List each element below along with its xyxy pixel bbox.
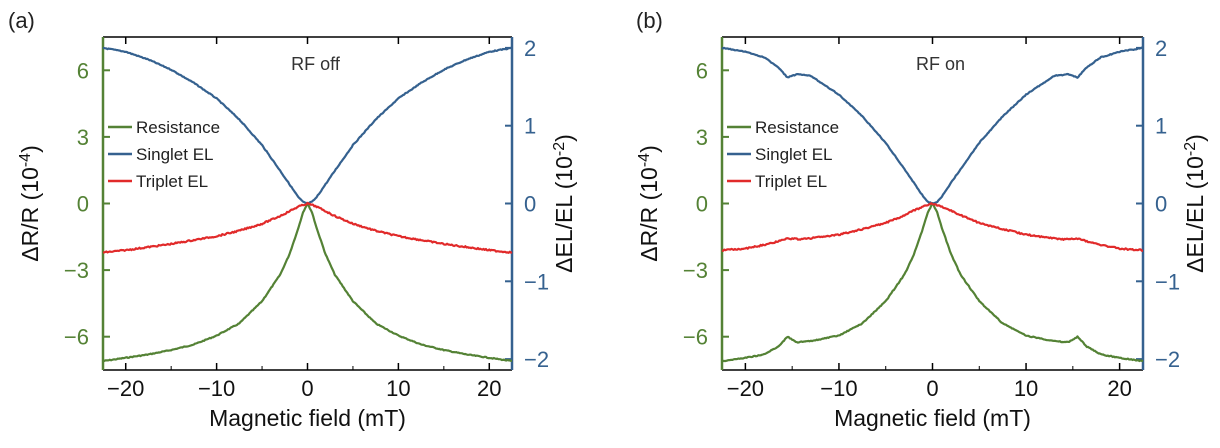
axis-title-superscript: -4	[636, 153, 653, 167]
y-left-tick-label: 0	[77, 192, 89, 217]
x-axis-title: Magnetic field (mT)	[834, 405, 1031, 431]
y-left-tick-label: 6	[696, 58, 708, 83]
y-right-axis-title: ΔEL/EL (10-2)	[551, 134, 578, 273]
rf-annotation: RF off	[291, 54, 341, 74]
axis-title-part: )	[636, 145, 662, 153]
y-right-tick-label: 1	[1155, 114, 1167, 139]
x-tick-label: −20	[727, 376, 764, 401]
panel-label: (a)	[8, 8, 35, 33]
y-left-tick-label: 0	[696, 192, 708, 217]
axis-title-part: ΔR/R (10	[17, 167, 43, 262]
x-tick-label: 0	[301, 376, 313, 401]
y-right-tick-label: 0	[524, 192, 536, 217]
axis-title-part: ΔEL/EL (10	[1182, 156, 1208, 273]
x-tick-label: 0	[926, 376, 938, 401]
rf-annotation: RF on	[916, 54, 965, 74]
y-right-tick-label: 1	[524, 114, 536, 139]
axis-title-part: )	[1182, 134, 1208, 142]
axis-title-part: )	[17, 145, 43, 153]
legend-label: Resistance	[755, 118, 839, 137]
legend-label: Triplet EL	[136, 172, 208, 191]
axis-title-part: ΔEL/EL (10	[551, 156, 577, 273]
y-right-tick-label: −1	[524, 269, 549, 294]
y-left-axis-title: ΔR/R (10-4)	[17, 145, 44, 262]
series-line-triplet-el	[721, 202, 1144, 252]
x-tick-label: −10	[820, 376, 857, 401]
x-tick-label: −20	[107, 376, 144, 401]
y-left-tick-label: −6	[683, 325, 708, 350]
x-tick-label: 10	[1014, 376, 1038, 401]
series-line-triplet-el	[102, 201, 513, 254]
x-tick-label: 10	[386, 376, 410, 401]
y-left-tick-label: −3	[64, 258, 89, 283]
legend-label: Resistance	[136, 118, 220, 137]
legend-label: Singlet EL	[755, 145, 833, 164]
y-right-tick-label: 0	[1155, 192, 1167, 217]
axis-title-part: ΔR/R (10	[636, 167, 662, 262]
y-left-tick-label: −6	[64, 325, 89, 350]
y-right-tick-label: 2	[524, 36, 536, 61]
series-line-resistance	[721, 202, 1144, 363]
x-tick-label: 20	[477, 376, 501, 401]
y-left-tick-label: 3	[77, 125, 89, 150]
axis-title-superscript: -4	[17, 153, 34, 167]
series-line-resistance	[102, 202, 513, 363]
y-left-axis-title: ΔR/R (10-4)	[636, 145, 663, 262]
legend-label: Singlet EL	[136, 145, 214, 164]
y-right-tick-label: −2	[524, 347, 549, 372]
y-right-axis-title: ΔEL/EL (10-2)	[1182, 134, 1209, 273]
axis-title-superscript: -2	[551, 142, 568, 156]
x-axis-title: Magnetic field (mT)	[209, 405, 406, 431]
x-tick-label: 20	[1107, 376, 1131, 401]
y-left-tick-label: −3	[683, 258, 708, 283]
y-right-tick-label: −2	[1155, 347, 1180, 372]
y-right-tick-label: −1	[1155, 269, 1180, 294]
x-tick-label: −10	[198, 376, 235, 401]
legend-label: Triplet EL	[755, 172, 827, 191]
y-right-tick-label: 2	[1155, 36, 1167, 61]
y-left-tick-label: 6	[77, 58, 89, 83]
panel-label: (b)	[636, 8, 663, 33]
axis-title-superscript: -2	[1182, 142, 1199, 156]
y-left-tick-label: 3	[696, 125, 708, 150]
axis-title-part: )	[551, 134, 577, 142]
